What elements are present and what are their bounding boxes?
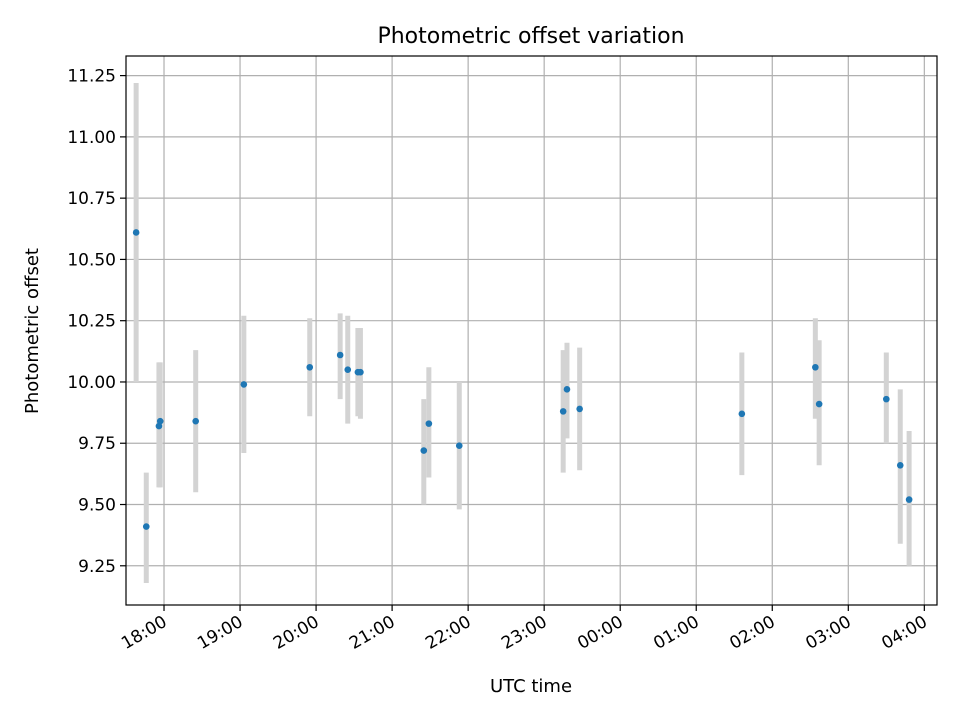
x-tick-label: 04:00	[878, 612, 930, 654]
data-point	[559, 408, 567, 415]
x-tick-label: 02:00	[726, 612, 778, 654]
error-bars	[133, 82, 912, 583]
data-point	[815, 400, 823, 408]
y-tick-label: 10.75	[67, 189, 116, 209]
data-point	[905, 496, 913, 503]
data-point	[455, 442, 463, 449]
y-tick-label: 9.25	[78, 557, 116, 577]
data-point	[306, 363, 314, 371]
data-point	[738, 410, 746, 418]
data-point	[357, 368, 364, 376]
data-point	[420, 447, 428, 454]
data-point	[156, 417, 164, 425]
x-tick-label: 23:00	[498, 612, 550, 654]
y-tick-label: 11.25	[67, 67, 116, 87]
data-points	[132, 229, 913, 530]
data-point	[883, 395, 890, 403]
x-tick-label: 20:00	[270, 612, 322, 654]
data-point	[192, 417, 199, 425]
y-tick-label: 9.50	[78, 496, 116, 516]
y-tick-label: 11.00	[67, 128, 116, 148]
data-point	[240, 381, 248, 388]
data-point	[132, 229, 140, 236]
data-point	[344, 366, 352, 374]
data-point	[142, 523, 150, 530]
y-tick-label: 10.00	[67, 373, 116, 393]
data-point	[812, 363, 819, 371]
x-tick-label: 03:00	[802, 612, 854, 654]
grid	[126, 56, 937, 605]
y-tick-label: 10.50	[67, 250, 116, 270]
x-tick-label: 19:00	[194, 612, 246, 654]
chart-title: Photometric offset variation	[377, 24, 684, 49]
x-tick-label: 00:00	[574, 612, 626, 654]
y-tick-label: 10.25	[67, 312, 116, 332]
x-tick-label: 22:00	[422, 612, 474, 654]
x-axis-label: UTC time	[490, 676, 572, 697]
data-point	[563, 386, 571, 393]
data-point	[425, 420, 433, 427]
data-point	[336, 351, 344, 359]
x-tick-label: 18:00	[118, 612, 170, 654]
y-tick-label: 9.75	[78, 434, 116, 454]
data-point	[576, 405, 583, 413]
x-tick-label: 01:00	[650, 612, 702, 654]
y-axis-label: Photometric offset	[22, 248, 43, 414]
plot-frame	[125, 55, 938, 606]
data-point	[896, 461, 904, 469]
y-axis-ticks: 9.25 9.50 9.75 10.00 10.25 10.50 10.75 11.00 11.…	[67, 67, 126, 577]
x-tick-label: 21:00	[346, 612, 398, 654]
x-axis-ticks: 18:00 19:00 20:00 21:00 22:00 23:00 00:00 01:00…	[118, 605, 931, 654]
